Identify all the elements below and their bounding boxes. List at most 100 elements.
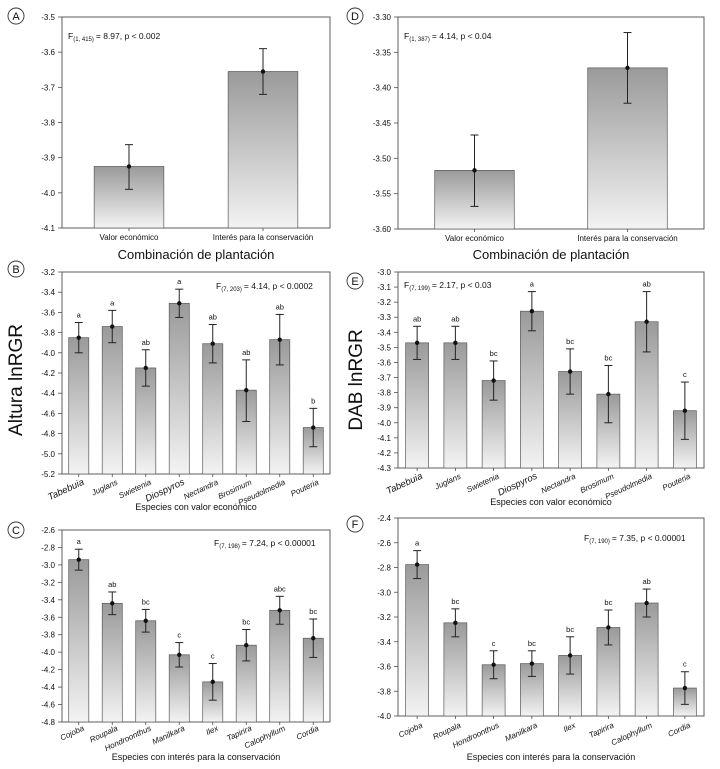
panel-label-text: F bbox=[352, 519, 359, 531]
significance-letter: c bbox=[211, 652, 215, 661]
bar bbox=[405, 564, 429, 717]
category-label: Tabebuia bbox=[46, 477, 86, 503]
y-tick-label: -4.2 bbox=[41, 666, 55, 675]
significance-letter: b bbox=[311, 396, 315, 405]
panel-label-circle bbox=[346, 515, 364, 533]
panel-label: D bbox=[346, 7, 364, 25]
x-axis-label: Especies con valor económico bbox=[135, 502, 257, 512]
y-tick-label: -4.1 bbox=[377, 434, 391, 443]
mean-point bbox=[110, 601, 115, 606]
mean-point bbox=[177, 301, 182, 306]
bar bbox=[135, 620, 157, 723]
panel-label: A bbox=[7, 7, 25, 25]
panel-label-circle bbox=[346, 7, 364, 25]
y-tick-label: -3.45 bbox=[373, 119, 392, 128]
category-label: Interés para la conservación bbox=[577, 234, 678, 243]
y-tick-label: -4.8 bbox=[41, 718, 55, 727]
bar bbox=[68, 337, 90, 475]
bar bbox=[68, 559, 90, 723]
stat-annotation: F(7, 190) = 7.35, p < 0.00001 bbox=[584, 533, 686, 545]
y-tick-label: -5.2 bbox=[41, 470, 55, 479]
significance-letter: bc bbox=[451, 597, 459, 606]
significance-letter: ab bbox=[451, 314, 459, 323]
mean-point bbox=[472, 168, 477, 173]
mean-point bbox=[414, 562, 420, 567]
bar bbox=[269, 609, 291, 723]
y-tick-label: -4.4 bbox=[41, 683, 55, 692]
y-tick-label: -4.4 bbox=[41, 389, 55, 398]
stat-annotation: F(7, 199) = 2.17, p < 0.03 bbox=[404, 280, 492, 292]
stat-annotation: F(1, 415) = 8.97, p < 0.002 bbox=[68, 31, 160, 43]
mean-point bbox=[682, 408, 688, 413]
panel-label-text: B bbox=[12, 264, 19, 276]
significance-letter: ab bbox=[276, 302, 284, 311]
category-label: Valor económico bbox=[100, 233, 160, 242]
category-label: Cojoba bbox=[397, 720, 424, 739]
y-tick-label: -5.0 bbox=[41, 450, 55, 459]
category-label: Calophyllum bbox=[610, 721, 654, 748]
significance-letter: bc bbox=[566, 337, 574, 346]
x-axis-label: Especies con interés para la conservació… bbox=[467, 752, 636, 762]
y-tick-label: -3.9 bbox=[41, 154, 55, 163]
y-tick-label: -4.0 bbox=[377, 712, 391, 721]
significance-letter: a bbox=[77, 311, 82, 320]
y-tick-label: -3.0 bbox=[377, 268, 391, 277]
significance-letter: ab bbox=[209, 313, 217, 322]
bar bbox=[101, 602, 123, 723]
category-label: Tabebuia bbox=[385, 471, 425, 497]
category-label: Ilex bbox=[562, 720, 578, 734]
mean-point bbox=[644, 319, 649, 324]
y-tick-label: -3.7 bbox=[41, 83, 55, 92]
category-label: Juglans bbox=[433, 472, 463, 492]
y-tick-label: -3.2 bbox=[377, 613, 391, 622]
mean-point bbox=[491, 378, 496, 383]
mean-point bbox=[491, 662, 496, 667]
mean-point bbox=[244, 643, 249, 648]
significance-letter: c bbox=[683, 370, 687, 379]
panel-label-text: C bbox=[12, 525, 20, 537]
y-tick-label: -3.8 bbox=[41, 329, 55, 338]
mean-point bbox=[311, 636, 316, 641]
y-tick-label: -3.8 bbox=[41, 631, 55, 640]
y-tick-label: -3.30 bbox=[373, 13, 392, 22]
bar bbox=[405, 342, 429, 469]
y-tick-label: -4.6 bbox=[41, 701, 55, 710]
category-label: Interés para la conservación bbox=[213, 233, 314, 242]
mean-point bbox=[143, 365, 148, 371]
y-tick-label: -4.1 bbox=[41, 224, 55, 233]
mean-point bbox=[606, 625, 611, 630]
y-tick-label: -2.4 bbox=[377, 514, 391, 523]
significance-letter: a bbox=[530, 280, 535, 289]
y-tick-label: -4.0 bbox=[41, 648, 55, 657]
x-axis-label: Especies con valor económico bbox=[490, 497, 612, 507]
significance-letter: ab bbox=[108, 580, 116, 589]
panel-label-text: A bbox=[12, 11, 20, 23]
category-label: Ilex bbox=[205, 723, 221, 737]
panel-label: B bbox=[7, 260, 25, 278]
mean-point bbox=[260, 69, 266, 74]
y-tick-label: -3.4 bbox=[377, 328, 391, 337]
y-tick-label: -2.8 bbox=[377, 564, 391, 573]
y-tick-label: -4.6 bbox=[41, 409, 55, 418]
mean-point bbox=[210, 679, 215, 685]
y-tick-label: -4.0 bbox=[41, 349, 55, 358]
y-tick-label: -3.6 bbox=[377, 663, 391, 672]
y-tick-label: -3.3 bbox=[377, 313, 391, 322]
y-tick-label: -3.60 bbox=[373, 225, 392, 234]
left-y-axis-label: Altura lnRGR bbox=[6, 324, 27, 436]
y-tick-label: -4.2 bbox=[41, 369, 55, 378]
significance-letter: a bbox=[415, 539, 420, 548]
mean-point bbox=[529, 661, 535, 666]
significance-letter: bc bbox=[604, 353, 612, 362]
stat-annotation: F(1, 387) = 4.14, p < 0.04 bbox=[404, 31, 492, 43]
mean-point bbox=[311, 425, 316, 430]
y-tick-label: -3.5 bbox=[377, 343, 391, 352]
significance-letter: ab bbox=[642, 280, 650, 289]
mean-point bbox=[453, 620, 458, 626]
chart-panel-c: C -2.6 -2.8 -3.0 -3.2 -3.4 -3.6 -3.8 -4.0 -4.2 -4.… bbox=[7, 521, 331, 762]
y-tick-label: -3.35 bbox=[373, 48, 392, 57]
y-tick-label: -3.4 bbox=[377, 638, 391, 647]
panel-label-text: D bbox=[351, 11, 359, 23]
mean-point bbox=[453, 340, 458, 346]
mean-point bbox=[126, 164, 132, 169]
